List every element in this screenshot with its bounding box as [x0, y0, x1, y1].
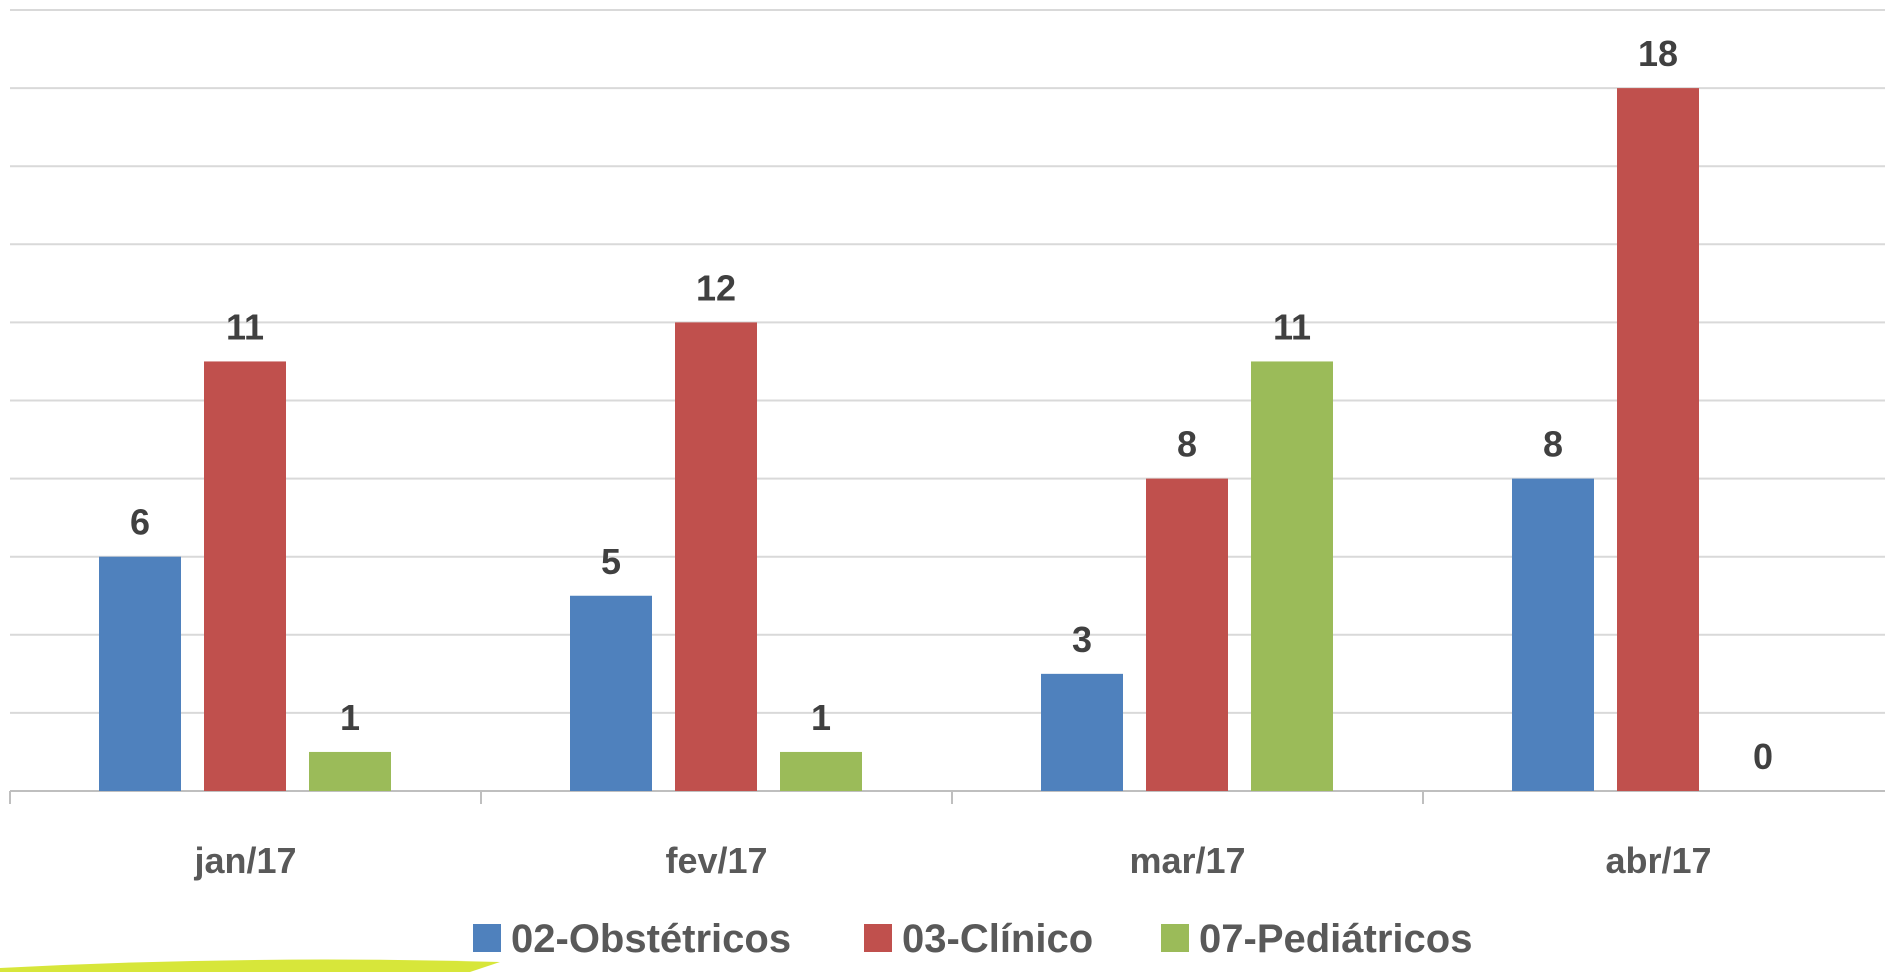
- data-label: 8: [1543, 424, 1563, 465]
- x-tick-label: abr/17: [1605, 840, 1711, 881]
- legend-swatch: [473, 924, 501, 952]
- decorative-swoosh: [0, 959, 500, 972]
- x-tick-label: fev/17: [665, 840, 767, 881]
- data-label: 3: [1072, 619, 1092, 660]
- data-label: 12: [696, 267, 736, 308]
- x-axis: [9, 790, 1885, 804]
- x-tick-labels: jan/17 fev/17 mar/17 abr/17: [193, 840, 1711, 881]
- x-tick-label: jan/17: [193, 840, 296, 881]
- data-label: 0: [1753, 736, 1773, 777]
- legend-label: 03-Clínico: [902, 917, 1093, 961]
- bar: [1512, 478, 1594, 791]
- legend-swatch: [864, 924, 892, 952]
- bar: [675, 322, 757, 791]
- data-label: 1: [811, 697, 831, 738]
- bar: [309, 751, 391, 791]
- bar: [99, 556, 181, 791]
- bar: [1146, 478, 1228, 791]
- data-label: 8: [1177, 424, 1197, 465]
- gridlines: [10, 9, 1885, 714]
- data-label: 11: [1273, 306, 1311, 347]
- bar: [570, 595, 652, 791]
- bar: [204, 361, 286, 791]
- bar: [1617, 88, 1699, 792]
- bars: [99, 88, 1699, 792]
- data-label: 11: [226, 306, 264, 347]
- legend: 02-Obstétricos 03-Clínico 07-Pediátricos: [473, 917, 1472, 961]
- data-label: 5: [601, 541, 621, 582]
- data-label: 18: [1638, 33, 1678, 74]
- x-tick-label: mar/17: [1129, 840, 1245, 881]
- bar: [780, 751, 862, 791]
- bar: [1251, 361, 1333, 791]
- data-label: 6: [130, 502, 150, 543]
- data-label: 1: [340, 697, 360, 738]
- legend-swatch: [1161, 924, 1189, 952]
- legend-label: 07-Pediátricos: [1199, 917, 1472, 961]
- legend-label: 02-Obstétricos: [511, 917, 791, 961]
- bar: [1041, 673, 1123, 791]
